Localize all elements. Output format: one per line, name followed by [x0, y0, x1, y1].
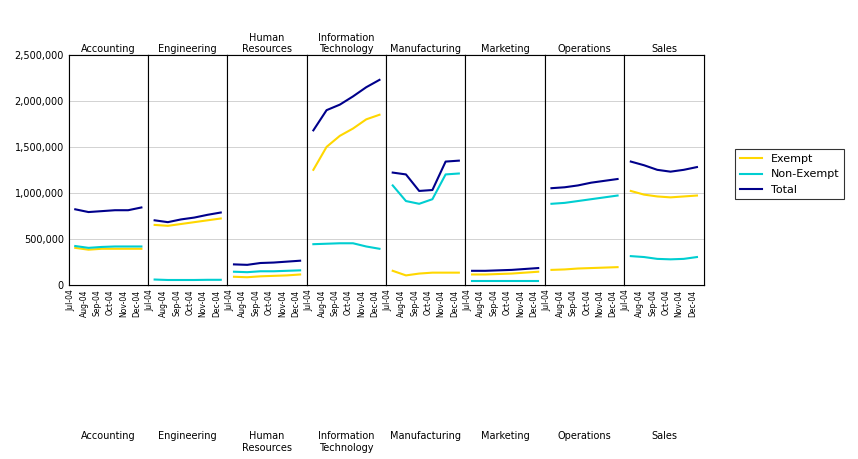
Text: Manufacturing: Manufacturing: [390, 431, 462, 442]
Title: Accounting: Accounting: [81, 45, 136, 54]
Text: Sales: Sales: [651, 431, 677, 442]
Title: Human
Resources: Human Resources: [242, 33, 292, 54]
Title: Manufacturing: Manufacturing: [390, 45, 462, 54]
Legend: Exempt, Non-Exempt, Total: Exempt, Non-Exempt, Total: [735, 150, 844, 199]
Text: Engineering: Engineering: [159, 431, 217, 442]
Text: Accounting: Accounting: [81, 431, 136, 442]
Text: Human
Resources: Human Resources: [242, 431, 292, 453]
Text: Information
Technology: Information Technology: [318, 431, 375, 453]
Title: Operations: Operations: [558, 45, 612, 54]
Title: Sales: Sales: [651, 45, 677, 54]
Title: Marketing: Marketing: [480, 45, 529, 54]
Text: Operations: Operations: [558, 431, 612, 442]
Title: Information
Technology: Information Technology: [318, 33, 375, 54]
Text: Marketing: Marketing: [480, 431, 529, 442]
Title: Engineering: Engineering: [159, 45, 217, 54]
